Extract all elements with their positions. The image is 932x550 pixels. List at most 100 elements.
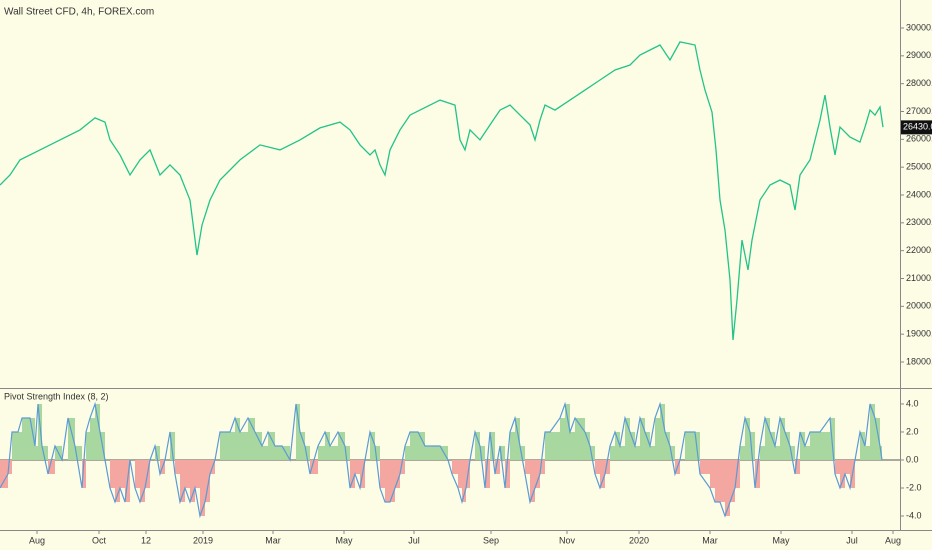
step-area-segment	[262, 445, 268, 460]
x-tick-label: Jul	[846, 535, 858, 545]
y-tick-label: 0.0	[906, 454, 919, 464]
step-area-segment	[615, 431, 620, 460]
step-area-segment	[820, 431, 830, 460]
step-area-segment	[605, 459, 610, 474]
x-tick-label: Aug	[885, 535, 901, 545]
indicator-title: Pivot Strength Index (8, 2)	[4, 391, 109, 401]
step-area-segment	[755, 459, 760, 488]
y-tick-label: 22000.0	[906, 245, 932, 255]
x-tick-label: Mar	[265, 535, 281, 545]
step-area-segment	[310, 459, 318, 474]
step-area-segment	[180, 459, 185, 502]
step-area-segment	[115, 459, 120, 502]
step-area-segment	[240, 431, 248, 460]
step-area-segment	[345, 445, 350, 460]
step-area-segment	[805, 445, 810, 460]
step-area-segment	[590, 445, 595, 460]
step-area-segment	[18, 431, 22, 460]
y-tick-label: 26000.0	[906, 134, 932, 144]
step-area-segment	[110, 459, 115, 488]
x-tick-label: Mar	[702, 535, 718, 545]
step-area-segment	[665, 431, 670, 460]
step-area-segment	[660, 403, 665, 460]
step-area-segment	[22, 417, 30, 460]
step-area-segment	[770, 431, 775, 460]
step-area-segment	[370, 431, 375, 460]
step-area-segment	[195, 459, 200, 488]
step-area-segment	[300, 431, 305, 460]
step-area-segment	[120, 459, 125, 488]
step-area-segment	[830, 417, 835, 460]
step-area-segment	[720, 459, 725, 502]
chart-title: Wall Street CFD, 4h, FOREX.com	[4, 7, 154, 18]
step-area-segment	[575, 417, 585, 460]
step-area-segment	[235, 417, 240, 460]
step-area-segment	[230, 431, 235, 460]
step-area-segment	[730, 459, 735, 502]
step-area-segment	[380, 459, 385, 488]
step-area-segment	[338, 431, 345, 460]
step-area-segment	[268, 431, 275, 460]
step-area-segment	[418, 431, 425, 460]
step-area-segment	[810, 431, 820, 460]
step-area-segment	[875, 417, 880, 460]
step-area-segment	[480, 445, 485, 460]
step-area-segment	[42, 445, 48, 460]
step-area-segment	[550, 431, 560, 460]
y-tick-label: 28000.0	[906, 78, 932, 88]
step-area-segment	[318, 445, 325, 460]
last-price-label: 26430.0	[903, 122, 932, 132]
step-area-segment	[800, 431, 805, 460]
step-area-segment	[248, 417, 255, 460]
step-area-segment	[255, 431, 262, 460]
step-area-segment	[610, 445, 615, 460]
x-tick-label: Jul	[408, 535, 420, 545]
y-tick-label: 29000.0	[906, 50, 932, 60]
step-area-segment	[760, 445, 765, 460]
step-area-segment	[865, 445, 870, 460]
step-area-segment	[505, 459, 510, 488]
last-price-box	[901, 120, 932, 135]
step-area-segment	[86, 431, 90, 460]
indicator-line	[0, 401, 883, 519]
step-area-segment	[650, 445, 655, 460]
step-area-segment	[135, 459, 140, 488]
step-area-segment	[630, 431, 635, 460]
x-tick-label: 12	[141, 535, 151, 545]
step-area-segment	[625, 417, 630, 460]
step-area-segment	[405, 445, 410, 460]
step-area-segment	[490, 431, 495, 460]
step-area-segment	[175, 459, 180, 474]
step-area-segment	[95, 403, 100, 460]
step-area-segment	[425, 445, 430, 460]
step-area-segment	[82, 459, 86, 488]
step-area-segment	[835, 459, 840, 474]
step-area-segment	[0, 459, 8, 488]
y-tick-label: 19000.0	[906, 329, 932, 339]
step-area-segment	[140, 459, 145, 502]
step-area-segment	[640, 417, 645, 460]
y-tick-label: 20000.0	[906, 301, 932, 311]
step-area-segment	[400, 459, 405, 474]
x-tick-label: Nov	[559, 535, 576, 545]
x-tick-label: 2020	[629, 535, 649, 545]
y-tick-label: 24000.0	[906, 189, 932, 199]
step-area-segment	[48, 459, 55, 474]
step-area-segment	[30, 417, 35, 460]
x-tick-label: Aug	[29, 535, 45, 545]
step-area-segment	[185, 459, 190, 488]
step-area-segment	[655, 417, 660, 460]
step-area-segment	[845, 459, 850, 474]
x-tick-label: May	[772, 535, 790, 545]
step-area-segment	[385, 459, 390, 502]
y-tick-label: 18000.0	[906, 356, 932, 366]
step-area-segment	[740, 445, 745, 460]
step-area-segment	[840, 459, 845, 488]
step-area-segment	[540, 459, 545, 474]
step-area-segment	[595, 459, 600, 474]
x-tick-label: May	[335, 535, 353, 545]
step-area-segment	[390, 459, 395, 502]
step-area-segment	[620, 445, 625, 460]
step-area-segment	[190, 459, 195, 502]
step-area-segment	[525, 459, 530, 474]
